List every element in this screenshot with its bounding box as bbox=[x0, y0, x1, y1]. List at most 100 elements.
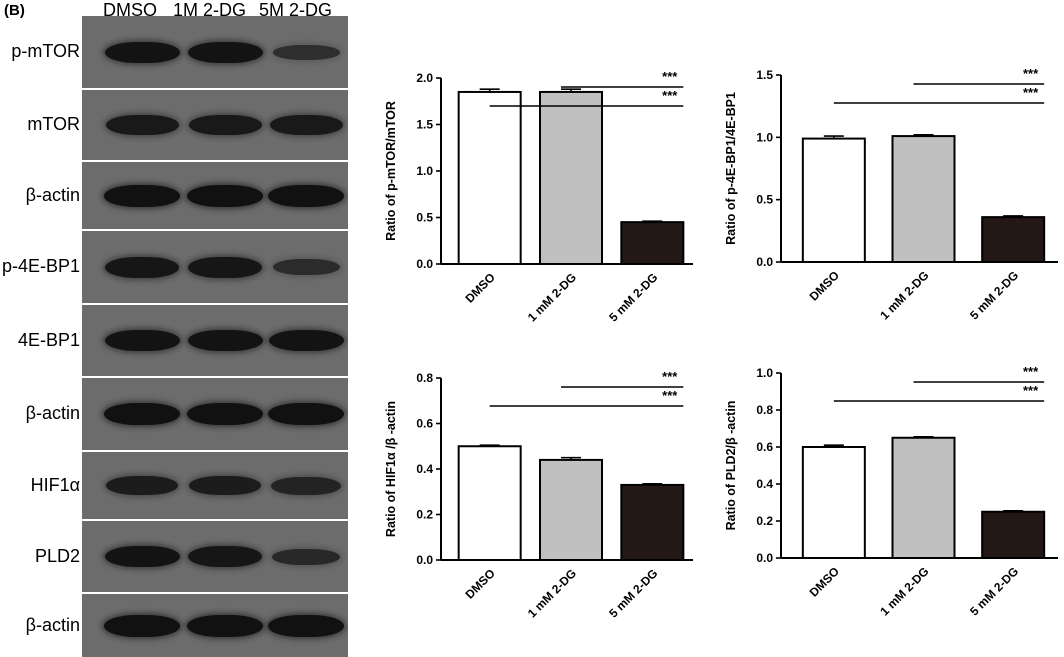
blot-band bbox=[272, 259, 340, 275]
y-tick-label: 0.0 bbox=[756, 255, 773, 269]
blot-band bbox=[188, 256, 262, 278]
y-tick-label: 1.5 bbox=[416, 118, 433, 132]
bar bbox=[801, 137, 866, 263]
blot-panel bbox=[82, 305, 348, 376]
y-tick-label: 1.0 bbox=[756, 130, 773, 144]
significance-label: *** bbox=[662, 369, 678, 384]
y-tick-label: 1.5 bbox=[756, 68, 773, 82]
y-axis-label: Ratio of PLD2/β -actin bbox=[724, 401, 738, 531]
lane-label-1m: 1M 2-DG bbox=[173, 0, 247, 20]
x-tick-label: DMSO bbox=[807, 268, 842, 303]
y-tick-label: 0.4 bbox=[416, 462, 433, 476]
blot-band bbox=[269, 115, 343, 135]
y-tick-label: 0.8 bbox=[416, 371, 433, 385]
x-tick-label: 5 mM 2-DG bbox=[967, 268, 1021, 322]
blot-band bbox=[268, 330, 344, 351]
blot-band bbox=[188, 115, 262, 135]
blot-band bbox=[272, 44, 340, 60]
bar bbox=[891, 135, 956, 263]
blot-band bbox=[268, 614, 344, 637]
x-tick-label: DMSO bbox=[462, 566, 497, 601]
significance-label: *** bbox=[1023, 66, 1039, 81]
western-blot bbox=[82, 16, 348, 657]
chart-p-4e-bp1: 0.0 0.5 1.0 1.5 Ratio of p-4E-BP1/4E-BP1 DMSO… bbox=[724, 66, 1058, 322]
bar bbox=[981, 510, 1046, 559]
significance-label: *** bbox=[662, 88, 678, 103]
y-axis-label: Ratio of HIF1α /β -actin bbox=[384, 401, 398, 537]
y-tick-label: 0.0 bbox=[416, 257, 433, 271]
blot-panel bbox=[82, 594, 348, 657]
chart-pld2: 0.0 0.2 0.4 0.6 0.8 1.0 Ratio of PLD2/β -actin… bbox=[724, 364, 1058, 618]
y-tick-label: 0.0 bbox=[756, 551, 773, 565]
y-tick-label: 1.0 bbox=[756, 366, 773, 380]
blot-band bbox=[268, 403, 344, 425]
significance-label: *** bbox=[1023, 364, 1039, 379]
blot-row-label: 4E-BP1 bbox=[17, 329, 80, 350]
y-tick-label: 0.2 bbox=[416, 508, 433, 522]
y-tick-label: 0.5 bbox=[756, 193, 773, 207]
y-tick-label: 0.2 bbox=[756, 514, 773, 528]
bar bbox=[539, 90, 603, 266]
y-tick-label: 0.6 bbox=[416, 417, 433, 431]
bar bbox=[539, 458, 603, 561]
chart-p-mtor: 0.0 0.5 1.0 1.5 2.0 Ratio of p-mTOR/mTOR DMSO 1… bbox=[384, 69, 693, 324]
blot-row-label: β-actin bbox=[25, 403, 80, 423]
significance-label: *** bbox=[662, 69, 678, 84]
y-tick-label: 1.0 bbox=[416, 164, 433, 178]
blot-band bbox=[187, 403, 263, 425]
blot-row-label: HIF1α bbox=[30, 474, 80, 495]
lane-label-dmso: DMSO bbox=[103, 0, 157, 20]
blot-band bbox=[104, 546, 180, 567]
blot-row-label: p-4E-BP1 bbox=[1, 256, 80, 276]
y-axis-label: Ratio of p-mTOR/mTOR bbox=[384, 101, 398, 241]
blot-band bbox=[187, 184, 263, 207]
blot-panel bbox=[82, 378, 348, 450]
blot-band bbox=[187, 330, 263, 351]
blot-band bbox=[272, 548, 340, 565]
blot-row-label: mTOR bbox=[27, 114, 80, 134]
bar bbox=[457, 90, 522, 266]
blot-band bbox=[188, 546, 262, 567]
x-tick-label: 5 mM 2-DG bbox=[606, 270, 660, 324]
bar bbox=[457, 445, 522, 561]
significance-label: *** bbox=[1023, 383, 1039, 398]
x-tick-label: 1 mM 2-DG bbox=[877, 268, 931, 322]
bar bbox=[620, 483, 685, 561]
y-tick-label: 0.0 bbox=[416, 553, 433, 567]
blot-row-label: PLD2 bbox=[34, 545, 80, 566]
blot-band bbox=[187, 614, 263, 637]
blot-panel bbox=[82, 231, 348, 303]
x-tick-label: 5 mM 2-DG bbox=[967, 564, 1021, 618]
blot-row-label: β-actin bbox=[25, 614, 80, 635]
blot-band bbox=[104, 184, 180, 207]
blot-panel bbox=[82, 16, 348, 88]
y-tick-label: 0.5 bbox=[416, 211, 433, 225]
blot-row-label: p-mTOR bbox=[11, 41, 80, 61]
blot-band bbox=[104, 614, 180, 637]
x-tick-label: DMSO bbox=[462, 270, 497, 305]
panel-label: (B) bbox=[4, 2, 25, 19]
bar bbox=[981, 216, 1046, 263]
significance-label: *** bbox=[662, 388, 678, 403]
blot-band bbox=[105, 115, 179, 135]
bar bbox=[801, 446, 866, 559]
blot-panel bbox=[82, 452, 348, 519]
blot-band bbox=[105, 256, 179, 278]
x-tick-label: DMSO bbox=[807, 564, 842, 599]
blot-band bbox=[268, 184, 344, 207]
blot-band bbox=[104, 330, 180, 351]
chart-hif1a: 0.0 0.2 0.4 0.6 0.8 Ratio of HIF1α /β -actin D… bbox=[384, 369, 693, 620]
x-tick-label: 1 mM 2-DG bbox=[877, 564, 931, 618]
blot-band bbox=[106, 476, 178, 495]
x-tick-label: 1 mM 2-DG bbox=[525, 566, 579, 620]
blot-panel bbox=[82, 90, 348, 160]
y-tick-label: 0.8 bbox=[756, 403, 773, 417]
y-axis-label: Ratio of p-4E-BP1/4E-BP1 bbox=[724, 92, 738, 245]
blot-panel bbox=[82, 521, 348, 592]
blot-panel bbox=[82, 162, 348, 229]
bar bbox=[891, 436, 956, 559]
blot-band bbox=[271, 476, 341, 495]
x-tick-label: 1 mM 2-DG bbox=[525, 270, 579, 324]
y-tick-label: 2.0 bbox=[416, 71, 433, 85]
x-tick-label: 5 mM 2-DG bbox=[606, 566, 660, 620]
